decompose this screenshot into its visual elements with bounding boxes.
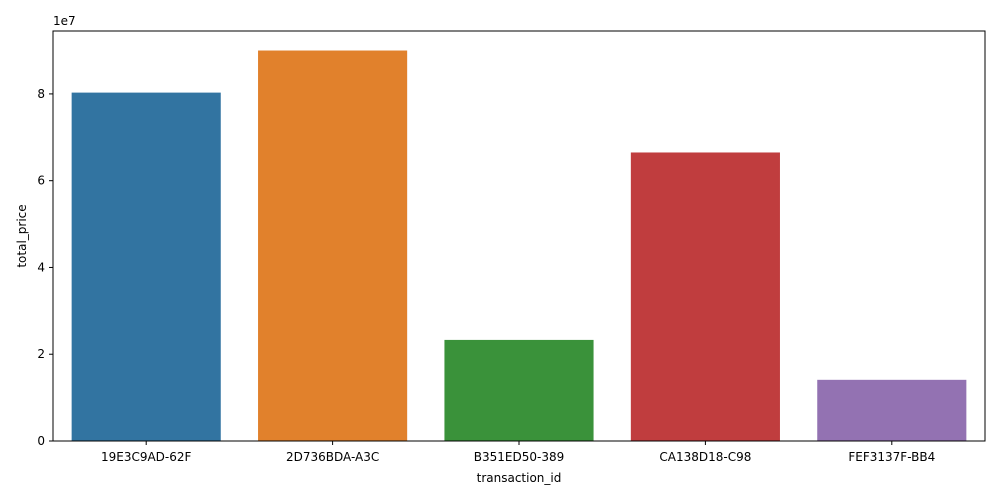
- y-tick-label: 6: [37, 174, 45, 188]
- bar-fef3137f-bb4: [817, 379, 967, 441]
- x-tick-label: 2D736BDA-A3C: [286, 450, 379, 464]
- plot-frame: [52, 30, 986, 442]
- bar-2d736bda-a3c: [258, 50, 408, 442]
- y-axis-label: total_price: [15, 204, 29, 267]
- x-ticks-group: 19E3C9AD-62F 2D736BDA-A3C B351ED50-389 CA13…: [101, 441, 935, 464]
- bar-ca138d18-c98: [630, 152, 780, 441]
- y-tick-label: 4: [37, 260, 45, 274]
- y-tick-label: 8: [37, 87, 45, 101]
- y-ticks-group: 0 2 4 6 8: [37, 87, 53, 448]
- bar-b351ed50-389: [444, 339, 594, 441]
- bars-group: [71, 50, 967, 442]
- bar-19e3c9ad-62f: [71, 92, 221, 442]
- x-tick-label: CA138D18-C98: [659, 450, 751, 464]
- x-tick-label: B351ED50-389: [474, 450, 564, 464]
- y-offset-text: 1e7: [53, 14, 76, 28]
- y-tick-label: 0: [37, 434, 45, 448]
- x-axis-label: transaction_id: [477, 471, 562, 485]
- y-tick-label: 2: [37, 347, 45, 361]
- x-tick-label: 19E3C9AD-62F: [101, 450, 192, 464]
- x-tick-label: FEF3137F-BB4: [848, 450, 935, 464]
